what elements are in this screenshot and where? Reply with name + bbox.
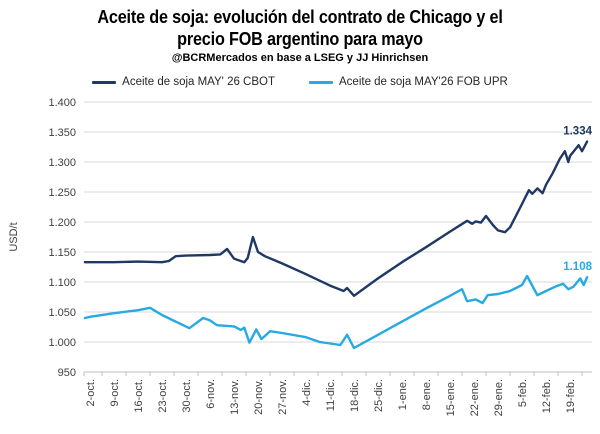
- x-tick-label: 23-oct.: [157, 379, 169, 413]
- x-tick-label: 9-oct.: [109, 379, 121, 407]
- chart-title-line2: precio FOB argentino para mayo: [177, 29, 423, 49]
- legend-label-fob: Aceite de soja MAY'26 FOB UPR: [339, 76, 508, 88]
- x-tick-label: 30-oct.: [181, 379, 193, 413]
- y-tick-label: 950: [58, 367, 76, 379]
- x-tick-label: 8-ene.: [421, 379, 433, 410]
- series-line-fob: [83, 274, 589, 350]
- y-axis-title: USD/t: [8, 222, 20, 251]
- legend-label-cbot: Aceite de soja MAY' 26 CBOT: [122, 76, 275, 88]
- chart-title-line1: Aceite de soja: evolución del contrato d…: [97, 7, 503, 27]
- x-tick-label: 27-nov.: [277, 379, 289, 415]
- x-tick-label: 15-ene.: [445, 379, 457, 416]
- y-tick-label: 1.000: [48, 337, 76, 349]
- x-tick-label: 5-feb.: [517, 379, 529, 407]
- x-tick-label: 25-dic.: [373, 379, 385, 412]
- y-tick-label: 1.100: [48, 277, 76, 289]
- y-tick-label: 1.300: [48, 157, 76, 169]
- x-tick-label: 29-ene.: [493, 379, 505, 416]
- chart-subtitle: @BCRMercados en base a LSEG y JJ Hinrich…: [171, 52, 429, 64]
- x-tick-label: 20-nov.: [253, 379, 265, 415]
- x-tick-label: 13-nov.: [229, 379, 241, 415]
- x-tick-label: 11-dic.: [325, 379, 337, 411]
- y-tick-label: 1.200: [48, 217, 76, 229]
- y-tick-label: 1.400: [48, 97, 76, 109]
- end-value-label-fob: 1.108: [563, 261, 592, 273]
- end-value-label-cbot: 1.334: [563, 126, 592, 138]
- x-tick-label: 1-ene.: [397, 379, 409, 410]
- chart-title: Aceite de soja: evolución del contrato d…: [30, 6, 570, 50]
- series-line-cbot: [83, 140, 589, 297]
- legend-line-swatch-cbot: [92, 80, 117, 84]
- x-tick-label: 19-feb.: [565, 379, 577, 413]
- chart-legend: Aceite de soja MAY' 26 CBOT Aceite de so…: [0, 76, 600, 88]
- x-tick-label: 6-nov.: [205, 379, 217, 409]
- x-tick-label: 4-dic.: [301, 379, 313, 406]
- legend-item-fob: Aceite de soja MAY'26 FOB UPR: [309, 76, 508, 88]
- legend-line-swatch-fob: [309, 80, 333, 84]
- x-tick-label: 16-oct.: [133, 379, 145, 413]
- y-tick-label: 1.250: [48, 187, 76, 199]
- x-tick-label: 22-ene.: [469, 379, 481, 416]
- x-tick-label: 18-dic.: [349, 379, 361, 412]
- y-tick-label: 1.050: [48, 307, 76, 319]
- x-tick-label: 2-oct.: [85, 379, 97, 407]
- x-tick-label: 12-feb.: [541, 379, 553, 413]
- y-tick-label: 1.150: [48, 247, 76, 259]
- y-tick-label: 1.350: [48, 127, 76, 139]
- legend-item-cbot: Aceite de soja MAY' 26 CBOT: [92, 76, 275, 88]
